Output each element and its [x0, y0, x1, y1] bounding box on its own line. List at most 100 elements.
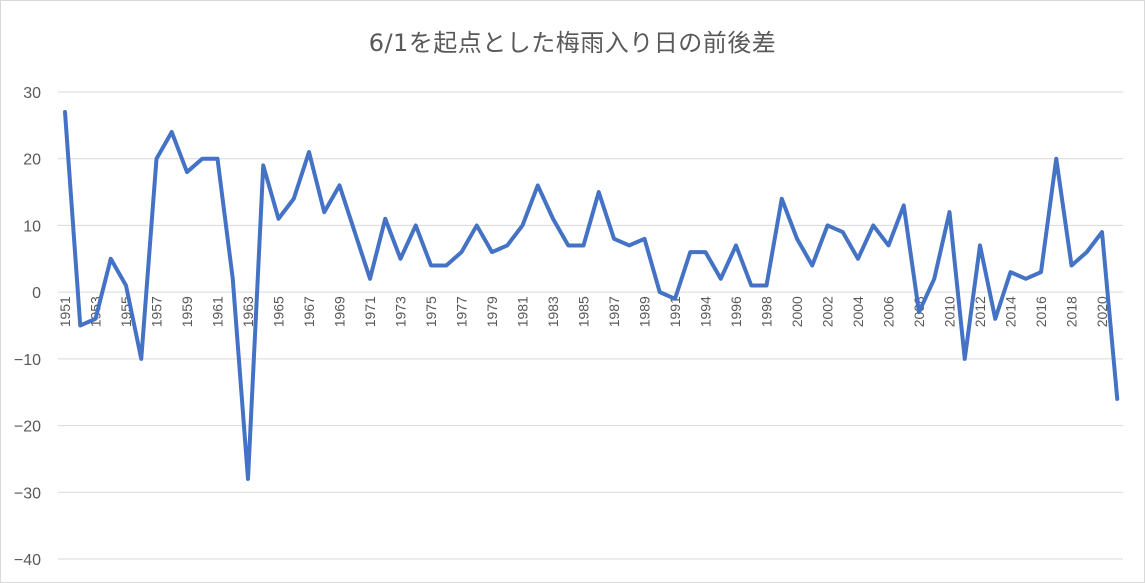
data-point [856, 257, 860, 261]
x-tick-label: 2004 [850, 296, 866, 327]
data-point [322, 210, 326, 214]
data-point [993, 317, 997, 321]
x-tick-label: 1973 [393, 296, 409, 327]
y-tick-label: −30 [14, 485, 41, 502]
x-tick-label: 1991 [667, 296, 683, 327]
data-point [1009, 270, 1013, 274]
data-point [78, 324, 82, 328]
x-tick-label: 2016 [1033, 296, 1049, 327]
data-point [1024, 277, 1028, 281]
y-tick-label: 20 [23, 152, 41, 169]
data-point [673, 297, 677, 301]
data-point [948, 210, 952, 214]
data-point [1054, 157, 1058, 161]
data-point [521, 223, 525, 227]
x-tick-label: 1975 [423, 296, 439, 327]
data-point [338, 183, 342, 187]
x-tick-label: 1963 [240, 296, 256, 327]
x-tick-label: 1951 [57, 296, 73, 327]
chart-title: 6/1を起点とした梅雨入り日の前後差 [368, 29, 777, 57]
data-point [643, 237, 647, 241]
data-point [475, 223, 479, 227]
y-axis-ticks: 30 20 10 0 −10 −20 −30 −40 [14, 85, 41, 569]
x-tick-label: 2012 [972, 296, 988, 327]
data-point [688, 250, 692, 254]
data-point [444, 263, 448, 267]
series-line [63, 110, 1120, 481]
y-tick-label: −20 [14, 419, 41, 436]
data-point [627, 243, 631, 247]
data-point [399, 257, 403, 261]
data-point [63, 110, 67, 114]
y-tick-label: 30 [23, 85, 41, 102]
data-point [414, 223, 418, 227]
x-tick-label: 2000 [789, 296, 805, 327]
x-tick-label: 2014 [1003, 296, 1019, 327]
data-point [749, 283, 753, 287]
x-tick-label: 1983 [545, 296, 561, 327]
x-tick-label: 2010 [942, 296, 958, 327]
data-point [94, 317, 98, 321]
data-point [841, 230, 845, 234]
data-point [704, 250, 708, 254]
data-point [734, 243, 738, 247]
x-tick-label: 1965 [271, 296, 287, 327]
data-point [978, 243, 982, 247]
x-tick-label: 2018 [1064, 296, 1080, 327]
y-tick-label: 0 [32, 285, 41, 302]
data-point [170, 130, 174, 134]
data-point [1039, 270, 1043, 274]
data-point [124, 283, 128, 287]
data-point [963, 357, 967, 361]
x-tick-label: 1957 [149, 296, 165, 327]
data-point [460, 250, 464, 254]
data-point [536, 183, 540, 187]
data-point [1115, 397, 1119, 401]
x-tick-label: 1996 [728, 296, 744, 327]
data-point [582, 243, 586, 247]
data-point [368, 277, 372, 281]
x-tick-label: 1969 [332, 296, 348, 327]
x-tick-label: 2006 [881, 296, 897, 327]
data-point [185, 170, 189, 174]
data-point [597, 190, 601, 194]
data-point [383, 217, 387, 221]
series-layer [63, 110, 1120, 481]
data-point [871, 223, 875, 227]
data-point [292, 197, 296, 201]
x-tick-label: 1987 [606, 296, 622, 327]
data-point [566, 243, 570, 247]
data-point [551, 217, 555, 221]
data-point [155, 157, 159, 161]
x-tick-label: 1981 [515, 296, 531, 327]
data-point [353, 230, 357, 234]
data-point [1070, 263, 1074, 267]
data-point [200, 157, 204, 161]
data-point [795, 237, 799, 241]
x-tick-label: 1977 [454, 296, 470, 327]
x-tick-label: 1959 [179, 296, 195, 327]
data-point [658, 290, 662, 294]
x-tick-label: 1971 [362, 296, 378, 327]
data-point [719, 277, 723, 281]
x-tick-label: 1998 [759, 296, 775, 327]
x-axis-ticks: 1951 1953 1955 1957 1959 1961 1963 1965 1967 1969… [57, 296, 1110, 327]
data-point [1085, 250, 1089, 254]
y-tick-label: −10 [14, 352, 41, 369]
x-tick-label: 2002 [820, 296, 836, 327]
x-tick-label: 2020 [1094, 296, 1110, 327]
data-point [887, 243, 891, 247]
data-point [307, 150, 311, 154]
data-point [765, 283, 769, 287]
x-tick-label: 1985 [576, 296, 592, 327]
data-point [612, 237, 616, 241]
y-tick-label: 10 [23, 218, 41, 235]
data-point [490, 250, 494, 254]
x-tick-label: 1989 [637, 296, 653, 327]
data-point [826, 223, 830, 227]
data-point [231, 277, 235, 281]
data-point [246, 477, 250, 481]
data-point [505, 243, 509, 247]
data-point [429, 263, 433, 267]
